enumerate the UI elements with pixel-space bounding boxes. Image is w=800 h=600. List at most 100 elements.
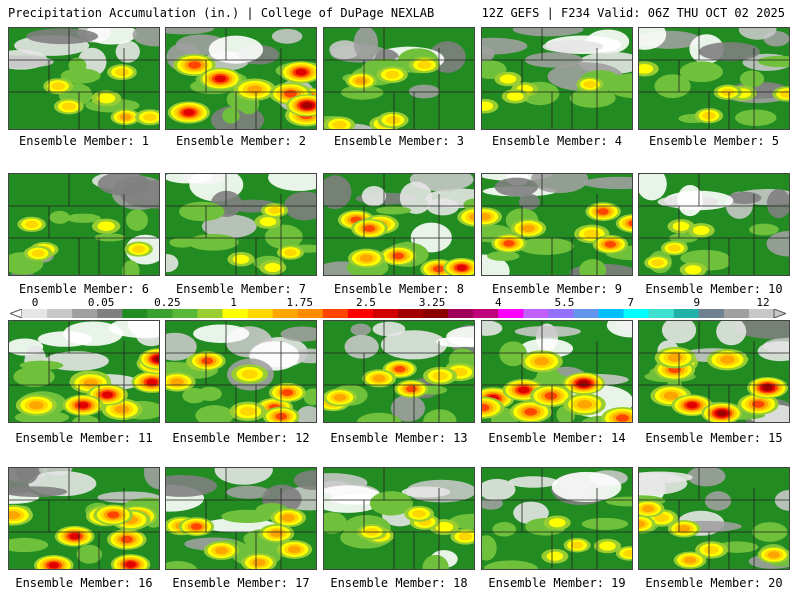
ensemble-member-label: Ensemble Member: 4 bbox=[491, 134, 623, 148]
precip-contour bbox=[583, 229, 600, 239]
precip-contour bbox=[570, 541, 584, 549]
run-info: 12Z GEFS | F234 Valid: 06Z THU OCT 02 20… bbox=[481, 6, 785, 20]
precip-contour bbox=[469, 213, 474, 221]
precip-contour bbox=[29, 401, 44, 410]
ensemble-map-panel bbox=[638, 467, 790, 570]
precip-contour bbox=[394, 365, 406, 373]
dry-area bbox=[639, 174, 667, 201]
precip-contour bbox=[69, 533, 81, 540]
precip-contour bbox=[190, 523, 203, 530]
ensemble-member-label: Ensemble Member: 3 bbox=[333, 134, 465, 148]
dry-area bbox=[202, 214, 257, 239]
dry-area bbox=[208, 35, 264, 64]
light-precip-area bbox=[303, 388, 316, 406]
colorbar-segment bbox=[473, 309, 499, 318]
precip-contour bbox=[684, 265, 702, 275]
precip-contour bbox=[704, 545, 719, 555]
precip-contour bbox=[333, 393, 347, 402]
precip-contour bbox=[667, 353, 683, 362]
precip-contour bbox=[284, 89, 297, 98]
dry-area bbox=[410, 222, 452, 253]
dry-area bbox=[329, 494, 383, 505]
precip-contour bbox=[482, 403, 490, 412]
dry-area bbox=[293, 470, 316, 491]
ensemble-member-label: Ensemble Member: 10 bbox=[645, 282, 783, 296]
ensemble-map-panel bbox=[323, 173, 475, 276]
precip-contour bbox=[359, 254, 374, 263]
light-precip-area bbox=[68, 57, 87, 74]
colorbar-segment bbox=[172, 309, 198, 318]
precip-contour bbox=[616, 414, 629, 422]
dry-area bbox=[531, 174, 589, 194]
ensemble-map-panel bbox=[323, 467, 475, 570]
light-precip-area bbox=[517, 237, 574, 255]
colorbar-segment bbox=[147, 309, 173, 318]
precip-contour bbox=[654, 513, 670, 523]
dry-area bbox=[401, 486, 451, 498]
dry-area bbox=[15, 468, 40, 484]
light-precip-area bbox=[734, 109, 777, 127]
precip-contour bbox=[355, 77, 368, 85]
dry-area bbox=[280, 326, 316, 342]
colorbar-tick-label: 1.75 bbox=[286, 296, 313, 309]
precip-contour bbox=[583, 80, 597, 88]
dry-area bbox=[372, 321, 406, 337]
colorbar-tick-label: 1 bbox=[230, 296, 237, 309]
dry-area bbox=[350, 323, 371, 336]
colorbar-segment bbox=[448, 309, 474, 318]
dry-area bbox=[687, 468, 726, 487]
colorbar-segment bbox=[498, 309, 524, 318]
colorbar-tick-label: 9 bbox=[693, 296, 701, 309]
precip-contour bbox=[578, 380, 589, 387]
colorbar-segment bbox=[723, 309, 750, 318]
dry-area bbox=[766, 231, 789, 257]
colorbar-segment bbox=[247, 309, 274, 318]
dry-area bbox=[734, 321, 789, 339]
dry-area bbox=[408, 84, 440, 99]
precipitation-colorbar bbox=[10, 309, 786, 318]
colorbar-segment bbox=[272, 309, 299, 318]
ensemble-map-panel bbox=[481, 173, 633, 276]
precip-contour bbox=[146, 378, 158, 386]
precip-contour bbox=[259, 216, 277, 227]
ensemble-member-label: Ensemble Member: 15 bbox=[645, 431, 783, 445]
precip-contour bbox=[577, 400, 593, 409]
dry-area bbox=[704, 491, 732, 511]
precip-contour bbox=[363, 225, 376, 232]
ensemble-map-panel bbox=[638, 320, 790, 423]
light-precip-area bbox=[13, 366, 55, 387]
colorbar-segment bbox=[322, 309, 349, 318]
precip-contour bbox=[524, 408, 538, 416]
dry-area bbox=[698, 42, 760, 62]
colorbar-segment bbox=[372, 309, 399, 318]
dry-area bbox=[757, 341, 789, 362]
dry-area bbox=[329, 40, 361, 60]
precip-contour bbox=[114, 405, 130, 414]
precip-contour bbox=[119, 113, 132, 121]
precip-contour bbox=[241, 369, 258, 379]
page-title: Precipitation Accumulation (in.) | Colle… bbox=[8, 6, 435, 20]
dry-area bbox=[508, 476, 558, 488]
light-precip-area bbox=[679, 61, 724, 83]
light-precip-area bbox=[76, 544, 103, 564]
precip-contour bbox=[77, 402, 89, 409]
colorbar-segment bbox=[72, 309, 98, 318]
precip-contour bbox=[239, 406, 257, 416]
ensemble-member-label: Ensemble Member: 9 bbox=[491, 282, 623, 296]
precip-contour bbox=[107, 511, 120, 519]
precip-contour bbox=[287, 545, 301, 554]
light-precip-area bbox=[9, 537, 49, 553]
precip-contour bbox=[544, 392, 558, 400]
dry-area bbox=[9, 55, 54, 69]
precip-contour bbox=[458, 532, 473, 541]
dry-area bbox=[482, 321, 503, 336]
precip-contour bbox=[546, 551, 564, 561]
colorbar-segment bbox=[22, 309, 48, 318]
precip-contour bbox=[678, 525, 691, 533]
dry-area bbox=[166, 254, 179, 273]
dry-area bbox=[9, 486, 68, 498]
precip-contour bbox=[31, 249, 45, 258]
dry-area bbox=[727, 191, 762, 205]
colorbar-segment bbox=[222, 309, 249, 318]
precip-contour bbox=[503, 240, 515, 247]
